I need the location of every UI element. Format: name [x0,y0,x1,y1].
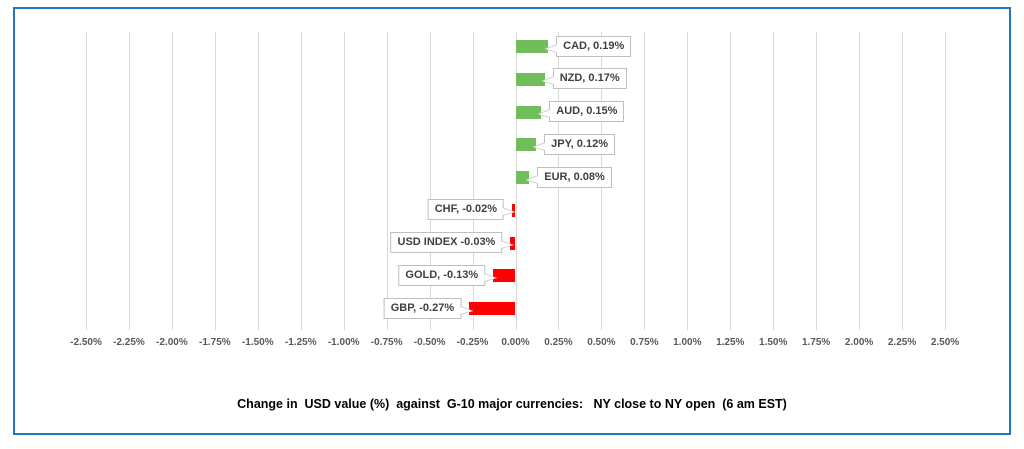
plot-area: CAD, 0.19% NZD, 0.17% AUD, 0.15% JPY, 0.12%… [15,9,1009,433]
gridline [386,32,388,330]
gridline [214,32,216,330]
data-label-nzd: NZD, 0.17% [540,68,627,90]
x-axis-tick-label: 1.50% [759,337,788,348]
gridline [429,32,431,330]
x-axis-tick-label: -1.75% [199,337,231,348]
x-axis-tick-label: 1.75% [801,337,831,348]
chart-panel: CAD, 0.19% NZD, 0.17% AUD, 0.15% JPY, 0.12%… [13,7,1011,435]
gridline [171,32,173,330]
bar-gbp [469,302,516,315]
gridline [257,32,259,330]
gridline [859,32,861,330]
data-label-gbp: GBP, -0.27% [383,297,474,319]
data-label-jpy: JPY, 0.12% [532,133,615,155]
data-label-aud: AUD, 0.15% [537,101,625,122]
bar-jpy [515,138,537,152]
gridline [300,32,302,330]
x-axis-tick-label: -0.50% [413,337,446,348]
x-axis-tick-label: 0.50% [587,337,616,348]
x-axis-tick-label: -2.50% [70,337,102,348]
gridline [472,32,474,330]
x-axis-tick-label: -0.75% [370,337,403,348]
x-axis-tick-label: 0.75% [630,337,659,348]
bar-gold [493,269,516,283]
gridline [644,32,646,330]
bar-cad [515,40,549,53]
x-axis-tick-label: -1.00% [327,337,360,348]
chart-title: Change in USD value (%) against G-10 maj… [237,397,787,411]
x-axis-tick-label: 2.00% [844,337,874,348]
x-axis-tick-label: -2.00% [156,337,188,348]
x-axis-tick-label: -2.25% [113,337,145,348]
x-axis-tick-label: 0.25% [544,337,573,348]
gridline [902,32,904,330]
x-axis-tick-label: 2.25% [887,337,917,348]
gridline [816,32,818,330]
x-axis-tick-label: 0.00% [501,337,530,348]
gridline [128,32,130,330]
x-axis-tick-label: 1.00% [673,337,702,348]
data-label-gold: GOLD, -0.13% [398,264,497,286]
data-label-eur: EUR, 0.08% [525,166,612,188]
x-axis-tick-label: -1.25% [284,337,317,348]
gridline [687,32,689,330]
bar-aud [515,105,542,119]
gridline [773,32,775,330]
gridline [730,32,732,330]
gridline [343,32,345,330]
x-axis-tick-label: 1.25% [716,337,745,348]
bar-nzd [515,72,545,86]
x-axis-tick-label: 2.50% [930,337,960,348]
x-axis-tick-label: -1.50% [241,337,274,348]
x-axis-tick-label: -0.25% [456,337,489,348]
data-label-cad: CAD, 0.19% [544,35,632,57]
data-label-chf: CHF, -0.02% [427,199,517,221]
gridline [945,32,946,330]
data-label-usd-index: USD INDEX -0.03% [390,232,515,253]
gridline [86,32,87,330]
